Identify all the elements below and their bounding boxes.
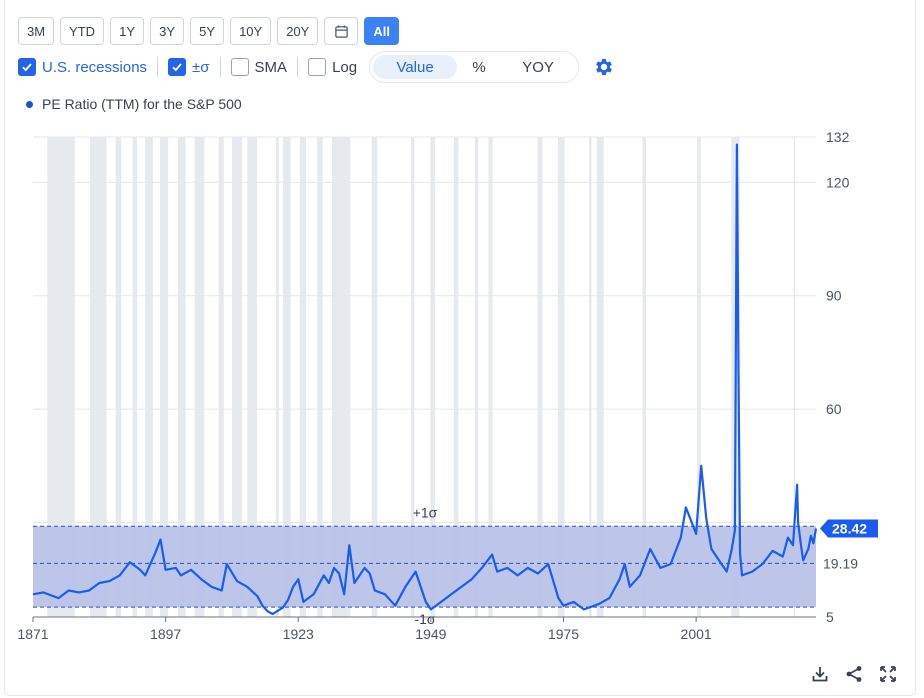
range-20y-button[interactable]: 20Y (277, 17, 319, 45)
legend-series-label: PE Ratio (TTM) for the S&P 500 (42, 96, 242, 112)
recession-band (247, 137, 257, 617)
range-1y-button[interactable]: 1Y (110, 17, 145, 45)
last-value-tag (820, 519, 878, 538)
custom-date-range-button[interactable] (324, 17, 359, 45)
log-toggle[interactable]: Log (308, 58, 357, 76)
chart-legend: PE Ratio (TTM) for the S&P 500 (26, 96, 242, 112)
minus-sigma-label: -1σ (414, 611, 435, 627)
recession-band (132, 137, 138, 617)
sma-toggle[interactable]: SMA (230, 58, 288, 76)
share-icon[interactable] (844, 664, 864, 684)
recession-band (145, 137, 153, 617)
recession-band (453, 137, 459, 617)
mode-value-option[interactable]: Value (373, 55, 458, 79)
range-ytd-button[interactable]: YTD (60, 17, 105, 45)
pe-ratio-series (32, 143, 818, 616)
recession-band (596, 137, 604, 617)
x-tick-label: 1897 (150, 626, 181, 642)
mode-percent-option[interactable]: % (472, 58, 486, 76)
y-tick-label: 120 (826, 174, 850, 190)
recessions-label: U.S. recessions (42, 58, 148, 76)
x-tick-label: 1975 (548, 626, 579, 642)
divider (297, 57, 299, 77)
recession-band (589, 137, 592, 617)
axes: 1871 1897 1923 1949 1975 2001 120 90 60 5 132 19.19 (17, 129, 858, 642)
y-tick-label: 90 (826, 288, 842, 304)
x-tick-label: 1949 (415, 626, 446, 642)
mean-value-label: 19.19 (823, 555, 858, 571)
y-tick-label: 60 (826, 401, 842, 417)
range-5y-button[interactable]: 5Y (190, 17, 225, 45)
sigma-toggle[interactable]: ±σ (168, 58, 210, 76)
recession-band (430, 137, 435, 617)
sma-label: SMA (254, 58, 288, 76)
sma-checkbox[interactable] (230, 58, 249, 76)
mode-segmented-control: Value % YOY (369, 51, 580, 83)
y-tick-label: 132 (826, 129, 850, 145)
chart-panel (4, 0, 916, 696)
recession-band (194, 137, 205, 617)
sigma-label: ±σ (192, 58, 210, 76)
recession-band (177, 137, 186, 617)
range-10y-button[interactable]: 10Y (230, 17, 272, 45)
recession-band (642, 137, 647, 617)
recession-band (299, 137, 306, 617)
recession-band (488, 137, 493, 617)
x-tick-label: 1871 (17, 626, 48, 642)
recessions-checkbox[interactable] (18, 58, 36, 76)
y-tick-label: 5 (826, 609, 834, 625)
divider (157, 57, 159, 77)
divider (219, 57, 221, 77)
recession-band (331, 137, 351, 617)
plus-sigma-label: +1σ (413, 504, 438, 520)
chart-labels: +1σ -1σ 28.42 (413, 504, 878, 627)
range-selector: 3M YTD 1Y 3Y 5Y 10Y 20Y All (18, 17, 399, 45)
recession-band (218, 137, 224, 617)
recession-band (160, 137, 169, 617)
recession-band (231, 137, 243, 617)
gear-icon[interactable] (593, 56, 615, 78)
sigma-checkbox[interactable] (168, 58, 187, 76)
legend-series-marker (26, 100, 33, 108)
recession-band (537, 137, 543, 617)
recession-band (317, 137, 323, 617)
recession-band (557, 137, 565, 617)
mode-yoy-option[interactable]: YOY (522, 58, 554, 76)
sigma-band-fill (33, 526, 816, 608)
recession-band (793, 137, 796, 617)
range-all-button[interactable]: All (364, 17, 399, 45)
check-icon (22, 63, 32, 72)
series-line (32, 143, 818, 616)
log-label: Log (332, 58, 358, 76)
last-value-label: 28.42 (832, 520, 867, 536)
x-tick-label: 2001 (681, 626, 712, 642)
sigma-band (33, 525, 816, 608)
x-tick-label: 1923 (283, 626, 314, 642)
recession-band (474, 137, 479, 617)
chart-options: U.S. recessions ±σ SMA Log Value % YOY (18, 51, 615, 83)
log-checkbox[interactable] (308, 58, 327, 76)
recession-band (410, 137, 415, 617)
recession-band (282, 137, 291, 617)
recession-band (115, 137, 122, 617)
recession-band (371, 137, 378, 617)
download-icon[interactable] (810, 664, 830, 684)
calendar-icon (335, 24, 348, 38)
check-icon (172, 63, 182, 72)
range-3y-button[interactable]: 3Y (150, 17, 185, 45)
chart-tools (810, 664, 898, 684)
range-3m-button[interactable]: 3M (18, 17, 55, 45)
recession-band (275, 137, 279, 617)
recession-band (697, 137, 701, 617)
expand-icon[interactable] (878, 664, 898, 684)
grid-lines (33, 136, 816, 524)
recession-band (90, 137, 107, 617)
recessions-toggle[interactable]: U.S. recessions (18, 58, 147, 76)
